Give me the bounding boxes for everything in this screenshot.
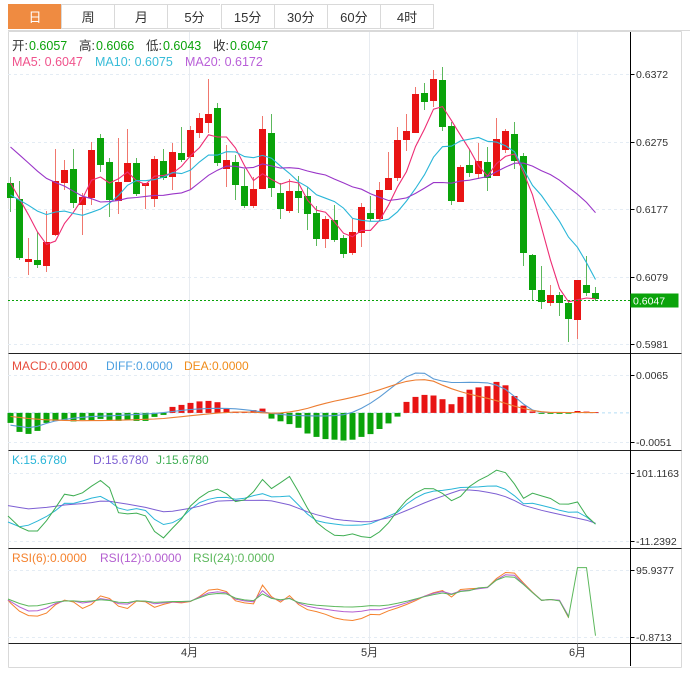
svg-text:低:: 低: — [146, 39, 162, 53]
svg-text:J:15.6780: J:15.6780 — [156, 453, 209, 467]
svg-text:0.5981: 0.5981 — [636, 339, 668, 351]
svg-text:0.6047: 0.6047 — [633, 296, 665, 308]
svg-text:MA20: 0.6172: MA20: 0.6172 — [185, 55, 263, 69]
svg-text:0.6047: 0.6047 — [230, 39, 268, 53]
svg-text:0.6275: 0.6275 — [636, 137, 668, 149]
svg-text:0.0065: 0.0065 — [636, 370, 668, 382]
svg-text:0.6079: 0.6079 — [636, 272, 668, 284]
svg-text:6月: 6月 — [569, 647, 586, 659]
svg-text:MA10: 0.6075: MA10: 0.6075 — [95, 55, 173, 69]
svg-text:D:15.6780: D:15.6780 — [93, 453, 149, 467]
svg-text:RSI(24):0.0000: RSI(24):0.0000 — [193, 551, 275, 565]
svg-text:DEA:0.0000: DEA:0.0000 — [184, 359, 249, 373]
svg-text:0.6066: 0.6066 — [96, 39, 134, 53]
svg-text:-0.0051: -0.0051 — [636, 437, 672, 449]
svg-text:开:: 开: — [12, 39, 28, 53]
svg-text:收:: 收: — [213, 39, 229, 53]
svg-text:K:15.6780: K:15.6780 — [12, 453, 67, 467]
svg-text:4月: 4月 — [181, 647, 198, 659]
svg-text:RSI(12):0.0000: RSI(12):0.0000 — [100, 551, 182, 565]
svg-text:-0.8713: -0.8713 — [636, 632, 672, 644]
svg-text:5月: 5月 — [361, 647, 378, 659]
svg-text:高:: 高: — [79, 38, 95, 53]
svg-text:-11.2392: -11.2392 — [636, 536, 677, 548]
svg-text:101.1163: 101.1163 — [636, 468, 679, 480]
svg-text:95.9377: 95.9377 — [636, 565, 674, 577]
svg-text:DIFF:0.0000: DIFF:0.0000 — [106, 359, 173, 373]
svg-text:MA5: 0.6047: MA5: 0.6047 — [12, 55, 83, 69]
svg-text:0.6177: 0.6177 — [636, 204, 668, 216]
svg-text:0.6372: 0.6372 — [636, 69, 668, 81]
svg-text:MACD:0.0000: MACD:0.0000 — [12, 359, 88, 373]
svg-text:RSI(6):0.0000: RSI(6):0.0000 — [12, 551, 87, 565]
svg-text:0.6057: 0.6057 — [29, 39, 67, 53]
svg-text:0.6043: 0.6043 — [163, 39, 201, 53]
